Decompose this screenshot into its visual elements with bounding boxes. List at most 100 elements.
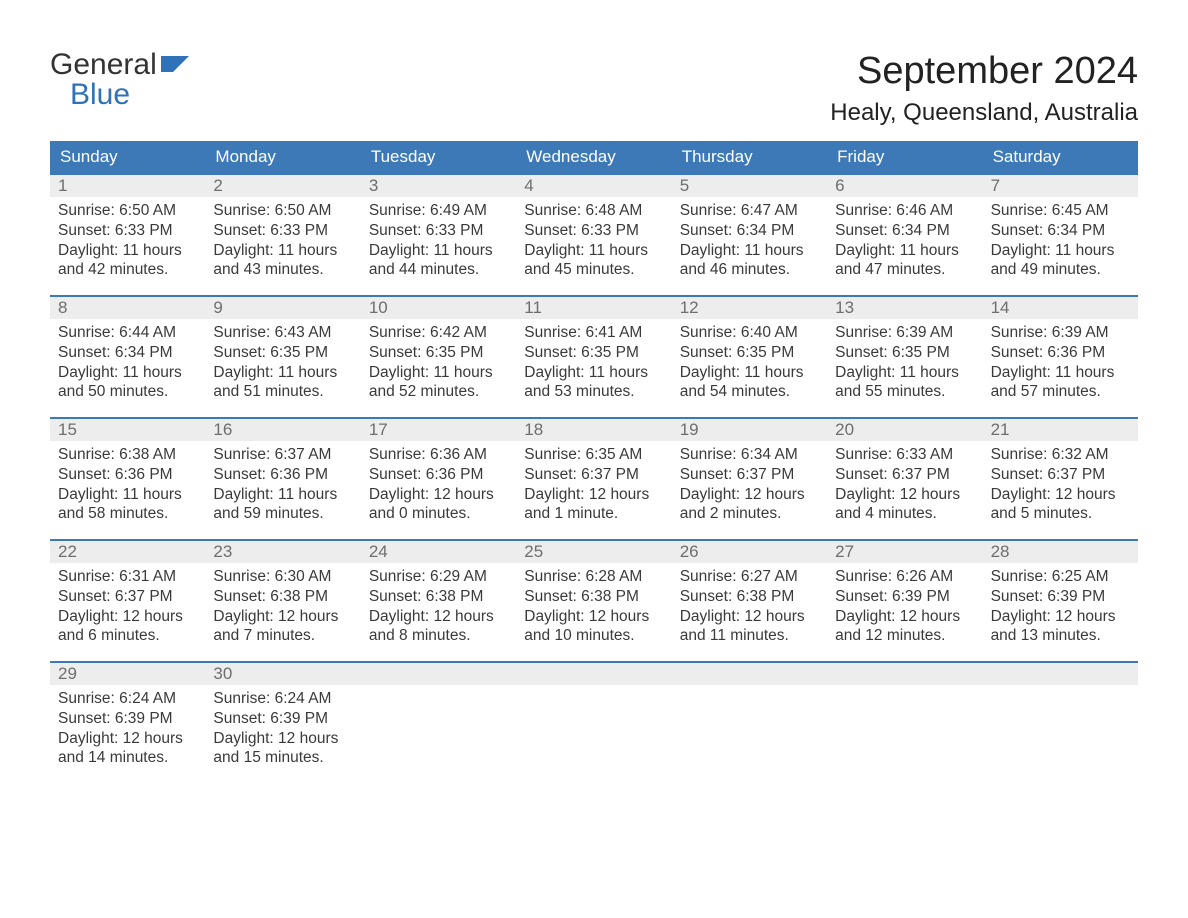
daylight-text: Daylight: 11 hours bbox=[58, 485, 197, 505]
day-cell: Sunrise: 6:47 AMSunset: 6:34 PMDaylight:… bbox=[672, 197, 827, 295]
sunset-text: Sunset: 6:37 PM bbox=[524, 465, 663, 485]
daylight-text: and 54 minutes. bbox=[680, 382, 819, 402]
sunrise-text: Sunrise: 6:47 AM bbox=[680, 201, 819, 221]
sunrise-text: Sunrise: 6:39 AM bbox=[991, 323, 1130, 343]
sunrise-text: Sunrise: 6:33 AM bbox=[835, 445, 974, 465]
sunset-text: Sunset: 6:33 PM bbox=[58, 221, 197, 241]
day-cell: Sunrise: 6:26 AMSunset: 6:39 PMDaylight:… bbox=[827, 563, 982, 661]
daylight-text: Daylight: 11 hours bbox=[835, 363, 974, 383]
daylight-text: and 57 minutes. bbox=[991, 382, 1130, 402]
sunset-text: Sunset: 6:37 PM bbox=[835, 465, 974, 485]
sunrise-text: Sunrise: 6:24 AM bbox=[58, 689, 197, 709]
weekday-label: Tuesday bbox=[361, 141, 516, 173]
day-cell: Sunrise: 6:45 AMSunset: 6:34 PMDaylight:… bbox=[983, 197, 1138, 295]
day-number: 7 bbox=[983, 175, 1138, 197]
day-number: 8 bbox=[50, 297, 205, 319]
daylight-text: and 0 minutes. bbox=[369, 504, 508, 524]
day-number: 12 bbox=[672, 297, 827, 319]
daylight-text: and 2 minutes. bbox=[680, 504, 819, 524]
day-cell: Sunrise: 6:37 AMSunset: 6:36 PMDaylight:… bbox=[205, 441, 360, 539]
day-cell: Sunrise: 6:24 AMSunset: 6:39 PMDaylight:… bbox=[50, 685, 205, 783]
sunset-text: Sunset: 6:39 PM bbox=[58, 709, 197, 729]
sunset-text: Sunset: 6:37 PM bbox=[58, 587, 197, 607]
daylight-text: Daylight: 11 hours bbox=[991, 363, 1130, 383]
day-cell: Sunrise: 6:46 AMSunset: 6:34 PMDaylight:… bbox=[827, 197, 982, 295]
sunrise-text: Sunrise: 6:31 AM bbox=[58, 567, 197, 587]
daylight-text: Daylight: 12 hours bbox=[58, 607, 197, 627]
sunset-text: Sunset: 6:36 PM bbox=[369, 465, 508, 485]
sunset-text: Sunset: 6:38 PM bbox=[680, 587, 819, 607]
day-number: 5 bbox=[672, 175, 827, 197]
month-title: September 2024 bbox=[830, 50, 1138, 93]
day-number bbox=[516, 663, 671, 685]
logo-text-general: General bbox=[50, 50, 157, 80]
sunset-text: Sunset: 6:34 PM bbox=[835, 221, 974, 241]
day-number: 13 bbox=[827, 297, 982, 319]
daylight-text: and 58 minutes. bbox=[58, 504, 197, 524]
daylight-text: Daylight: 12 hours bbox=[680, 607, 819, 627]
daylight-text: and 1 minute. bbox=[524, 504, 663, 524]
week-row: 1234567Sunrise: 6:50 AMSunset: 6:33 PMDa… bbox=[50, 173, 1138, 295]
sunset-text: Sunset: 6:39 PM bbox=[991, 587, 1130, 607]
sunset-text: Sunset: 6:39 PM bbox=[213, 709, 352, 729]
day-cell: Sunrise: 6:42 AMSunset: 6:35 PMDaylight:… bbox=[361, 319, 516, 417]
day-cell: Sunrise: 6:28 AMSunset: 6:38 PMDaylight:… bbox=[516, 563, 671, 661]
daylight-text: and 49 minutes. bbox=[991, 260, 1130, 280]
day-number: 17 bbox=[361, 419, 516, 441]
daylight-text: and 55 minutes. bbox=[835, 382, 974, 402]
day-number: 18 bbox=[516, 419, 671, 441]
sunset-text: Sunset: 6:33 PM bbox=[369, 221, 508, 241]
daylight-text: and 43 minutes. bbox=[213, 260, 352, 280]
day-number: 21 bbox=[983, 419, 1138, 441]
sunset-text: Sunset: 6:35 PM bbox=[213, 343, 352, 363]
daylight-text: Daylight: 11 hours bbox=[524, 363, 663, 383]
daylight-text: and 51 minutes. bbox=[213, 382, 352, 402]
sunset-text: Sunset: 6:37 PM bbox=[680, 465, 819, 485]
day-number: 30 bbox=[205, 663, 360, 685]
sunrise-text: Sunrise: 6:36 AM bbox=[369, 445, 508, 465]
day-cell: Sunrise: 6:27 AMSunset: 6:38 PMDaylight:… bbox=[672, 563, 827, 661]
daylight-text: Daylight: 11 hours bbox=[213, 485, 352, 505]
sunset-text: Sunset: 6:39 PM bbox=[835, 587, 974, 607]
day-number: 16 bbox=[205, 419, 360, 441]
daylight-text: Daylight: 11 hours bbox=[835, 241, 974, 261]
sunrise-text: Sunrise: 6:34 AM bbox=[680, 445, 819, 465]
day-number-row: 1234567 bbox=[50, 175, 1138, 197]
day-cell: Sunrise: 6:50 AMSunset: 6:33 PMDaylight:… bbox=[205, 197, 360, 295]
day-number-row: 891011121314 bbox=[50, 297, 1138, 319]
day-number: 25 bbox=[516, 541, 671, 563]
day-details-row: Sunrise: 6:31 AMSunset: 6:37 PMDaylight:… bbox=[50, 563, 1138, 661]
day-number bbox=[361, 663, 516, 685]
daylight-text: Daylight: 11 hours bbox=[213, 241, 352, 261]
daylight-text: Daylight: 12 hours bbox=[213, 607, 352, 627]
day-cell: Sunrise: 6:36 AMSunset: 6:36 PMDaylight:… bbox=[361, 441, 516, 539]
sunrise-text: Sunrise: 6:41 AM bbox=[524, 323, 663, 343]
daylight-text: and 14 minutes. bbox=[58, 748, 197, 768]
daylight-text: and 15 minutes. bbox=[213, 748, 352, 768]
day-cell: Sunrise: 6:29 AMSunset: 6:38 PMDaylight:… bbox=[361, 563, 516, 661]
day-cell: Sunrise: 6:30 AMSunset: 6:38 PMDaylight:… bbox=[205, 563, 360, 661]
daylight-text: and 5 minutes. bbox=[991, 504, 1130, 524]
day-cell: Sunrise: 6:49 AMSunset: 6:33 PMDaylight:… bbox=[361, 197, 516, 295]
day-cell: Sunrise: 6:43 AMSunset: 6:35 PMDaylight:… bbox=[205, 319, 360, 417]
day-number: 6 bbox=[827, 175, 982, 197]
sunset-text: Sunset: 6:38 PM bbox=[369, 587, 508, 607]
weekday-header-row: Sunday Monday Tuesday Wednesday Thursday… bbox=[50, 141, 1138, 173]
sunrise-text: Sunrise: 6:50 AM bbox=[213, 201, 352, 221]
sunrise-text: Sunrise: 6:32 AM bbox=[991, 445, 1130, 465]
daylight-text: Daylight: 12 hours bbox=[58, 729, 197, 749]
daylight-text: and 46 minutes. bbox=[680, 260, 819, 280]
day-cell: Sunrise: 6:50 AMSunset: 6:33 PMDaylight:… bbox=[50, 197, 205, 295]
day-cell: Sunrise: 6:39 AMSunset: 6:36 PMDaylight:… bbox=[983, 319, 1138, 417]
sunset-text: Sunset: 6:33 PM bbox=[213, 221, 352, 241]
daylight-text: and 8 minutes. bbox=[369, 626, 508, 646]
daylight-text: and 11 minutes. bbox=[680, 626, 819, 646]
sunset-text: Sunset: 6:35 PM bbox=[835, 343, 974, 363]
day-cell bbox=[516, 685, 671, 783]
day-cell: Sunrise: 6:25 AMSunset: 6:39 PMDaylight:… bbox=[983, 563, 1138, 661]
sunrise-text: Sunrise: 6:39 AM bbox=[835, 323, 974, 343]
day-cell: Sunrise: 6:44 AMSunset: 6:34 PMDaylight:… bbox=[50, 319, 205, 417]
daylight-text: Daylight: 11 hours bbox=[369, 241, 508, 261]
sunrise-text: Sunrise: 6:35 AM bbox=[524, 445, 663, 465]
day-details-row: Sunrise: 6:38 AMSunset: 6:36 PMDaylight:… bbox=[50, 441, 1138, 539]
